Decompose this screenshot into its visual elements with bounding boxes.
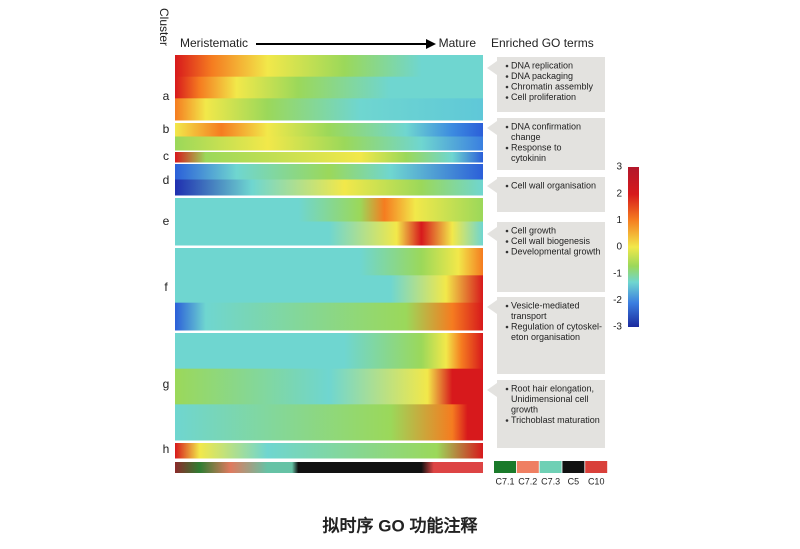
colorbar bbox=[628, 167, 639, 327]
heatmap-band bbox=[175, 98, 483, 121]
colorbar-tick: -2 bbox=[613, 295, 622, 306]
cluster-name: b bbox=[163, 122, 170, 136]
heatmap-band bbox=[175, 76, 483, 99]
cluster-name: a bbox=[163, 89, 170, 103]
cell-type-swatch bbox=[516, 461, 539, 473]
colorbar-tick: 0 bbox=[616, 242, 622, 253]
go-term: growth bbox=[511, 404, 538, 414]
go-term: Cell wall organisation bbox=[511, 180, 596, 190]
cell-type-label: C7.3 bbox=[541, 476, 560, 486]
bullet bbox=[505, 250, 509, 254]
cell-type-strip bbox=[175, 462, 483, 473]
heatmap-band bbox=[175, 221, 483, 246]
go-term: DNA packaging bbox=[511, 71, 573, 81]
go-title: Enriched GO terms bbox=[491, 36, 594, 50]
caption: 拟时序 GO 功能注释 bbox=[323, 515, 479, 535]
bullet bbox=[505, 419, 509, 422]
cluster-name: d bbox=[163, 173, 170, 187]
bullet bbox=[505, 96, 509, 99]
go-term: DNA replication bbox=[511, 60, 573, 70]
go-term: Developmental growth bbox=[511, 246, 601, 256]
cluster-label: Cluster bbox=[157, 8, 171, 46]
cell-type-swatch bbox=[539, 461, 562, 473]
cluster-name: e bbox=[163, 214, 170, 228]
cell-type-label: C7.2 bbox=[518, 476, 537, 486]
go-box bbox=[487, 297, 605, 374]
colorbar-tick: 3 bbox=[616, 162, 622, 173]
go-term: Cell proliferation bbox=[511, 92, 576, 102]
bullet bbox=[505, 146, 509, 150]
colorbar-tick: 2 bbox=[616, 188, 622, 199]
go-term: Vesicle-mediated bbox=[511, 300, 580, 310]
go-box bbox=[487, 177, 605, 212]
bullet bbox=[505, 387, 509, 391]
heatmap-band bbox=[175, 302, 483, 331]
cluster-name: c bbox=[163, 149, 169, 163]
arrow-head bbox=[426, 39, 436, 49]
go-box bbox=[487, 57, 605, 112]
go-box bbox=[487, 380, 605, 448]
cell-type-label: C10 bbox=[588, 476, 605, 486]
bullet bbox=[505, 64, 509, 68]
go-term: Root hair elongation, bbox=[511, 383, 594, 393]
heatmap-band bbox=[175, 333, 483, 370]
go-term: Unidimensional cell bbox=[511, 394, 589, 404]
go-term: cytokinin bbox=[511, 153, 546, 163]
heatmap-band bbox=[175, 368, 483, 405]
bullet bbox=[505, 85, 509, 89]
cell-type-label: C7.1 bbox=[495, 476, 514, 486]
go-box bbox=[487, 222, 605, 292]
start-label: Meristematic bbox=[180, 36, 248, 50]
cell-type-swatch bbox=[585, 461, 608, 473]
cell-type-label: C5 bbox=[568, 476, 580, 486]
heatmap-band bbox=[175, 136, 483, 151]
heatmap-band bbox=[175, 164, 483, 180]
bullet bbox=[505, 325, 509, 329]
heatmap-band bbox=[175, 198, 483, 222]
bullet bbox=[505, 184, 509, 188]
cluster-name: f bbox=[164, 280, 168, 294]
colorbar-tick: -1 bbox=[613, 268, 622, 279]
bullet bbox=[505, 75, 509, 78]
bullet bbox=[505, 304, 509, 308]
cell-type-swatch bbox=[494, 461, 516, 473]
go-term: DNA confirmation bbox=[511, 121, 581, 131]
cluster-name: g bbox=[163, 377, 170, 391]
colorbar-tick: 1 bbox=[616, 215, 622, 226]
go-term: transport bbox=[511, 311, 547, 321]
heatmap-band bbox=[175, 179, 483, 196]
cluster-name: h bbox=[163, 442, 170, 456]
go-term: eton organisation bbox=[511, 332, 580, 342]
go-term: Regulation of cytoskel- bbox=[511, 321, 602, 331]
heatmap-band bbox=[175, 123, 483, 137]
go-term: Response to bbox=[511, 142, 562, 152]
heatmap-band bbox=[175, 248, 483, 276]
heatmap-band bbox=[175, 275, 483, 304]
heatmap-band bbox=[175, 404, 483, 441]
colorbar-tick: -3 bbox=[613, 322, 622, 333]
cell-type-swatch bbox=[562, 461, 585, 473]
go-term: change bbox=[511, 132, 541, 142]
bullet bbox=[505, 229, 509, 233]
heatmap-band bbox=[175, 443, 483, 459]
bullet bbox=[505, 240, 509, 243]
go-term: Trichoblast maturation bbox=[511, 415, 600, 425]
heatmap-band bbox=[175, 55, 483, 78]
go-term: Chromatin assembly bbox=[511, 81, 594, 91]
go-term: Cell growth bbox=[511, 225, 556, 235]
heatmap-band bbox=[175, 152, 483, 163]
go-box bbox=[487, 118, 605, 170]
end-label: Mature bbox=[439, 36, 477, 50]
bullet bbox=[505, 125, 509, 129]
go-term: Cell wall biogenesis bbox=[511, 236, 591, 246]
